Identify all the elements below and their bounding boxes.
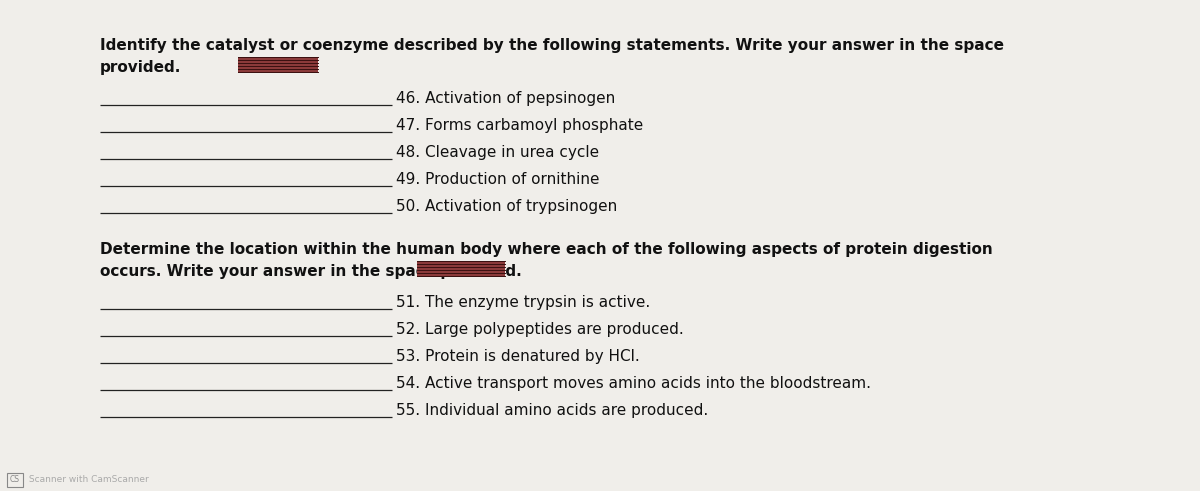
Text: 52. Large polypeptides are produced.: 52. Large polypeptides are produced.: [396, 322, 684, 337]
Text: 55. Individual amino acids are produced.: 55. Individual amino acids are produced.: [396, 403, 708, 418]
Text: 54. Active transport moves amino acids into the bloodstream.: 54. Active transport moves amino acids i…: [396, 376, 871, 391]
Text: 46. Activation of pepsinogen: 46. Activation of pepsinogen: [396, 91, 616, 106]
Text: 48. Cleavage in urea cycle: 48. Cleavage in urea cycle: [396, 145, 599, 160]
Text: CS: CS: [10, 475, 20, 485]
FancyBboxPatch shape: [238, 57, 318, 73]
FancyBboxPatch shape: [418, 261, 505, 277]
Text: Determine the location within the human body where each of the following aspects: Determine the location within the human …: [100, 242, 992, 257]
Text: provided.: provided.: [100, 60, 181, 75]
FancyBboxPatch shape: [7, 473, 23, 487]
Text: occurs. Write your answer in the space provided.: occurs. Write your answer in the space p…: [100, 264, 522, 279]
Text: 47. Forms carbamoyl phosphate: 47. Forms carbamoyl phosphate: [396, 118, 643, 133]
Text: 53. Protein is denatured by HCl.: 53. Protein is denatured by HCl.: [396, 349, 640, 364]
Text: Identify the catalyst or coenzyme described by the following statements. Write y: Identify the catalyst or coenzyme descri…: [100, 38, 1004, 53]
Text: Scanner with CamScanner: Scanner with CamScanner: [26, 475, 149, 485]
Text: 51. The enzyme trypsin is active.: 51. The enzyme trypsin is active.: [396, 295, 650, 310]
Text: 49. Production of ornithine: 49. Production of ornithine: [396, 172, 600, 187]
Text: 50. Activation of trypsinogen: 50. Activation of trypsinogen: [396, 199, 617, 214]
